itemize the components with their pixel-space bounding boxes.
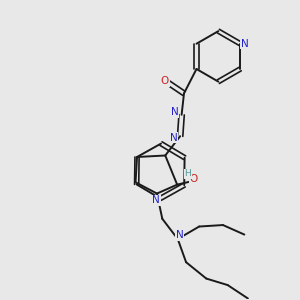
Text: N: N: [241, 39, 249, 49]
Text: O: O: [161, 76, 169, 86]
Text: N: N: [170, 133, 178, 143]
Text: N: N: [152, 195, 160, 205]
Text: N: N: [176, 230, 183, 241]
Text: N: N: [171, 107, 179, 117]
Text: H: H: [184, 169, 191, 178]
Text: O: O: [190, 174, 198, 184]
